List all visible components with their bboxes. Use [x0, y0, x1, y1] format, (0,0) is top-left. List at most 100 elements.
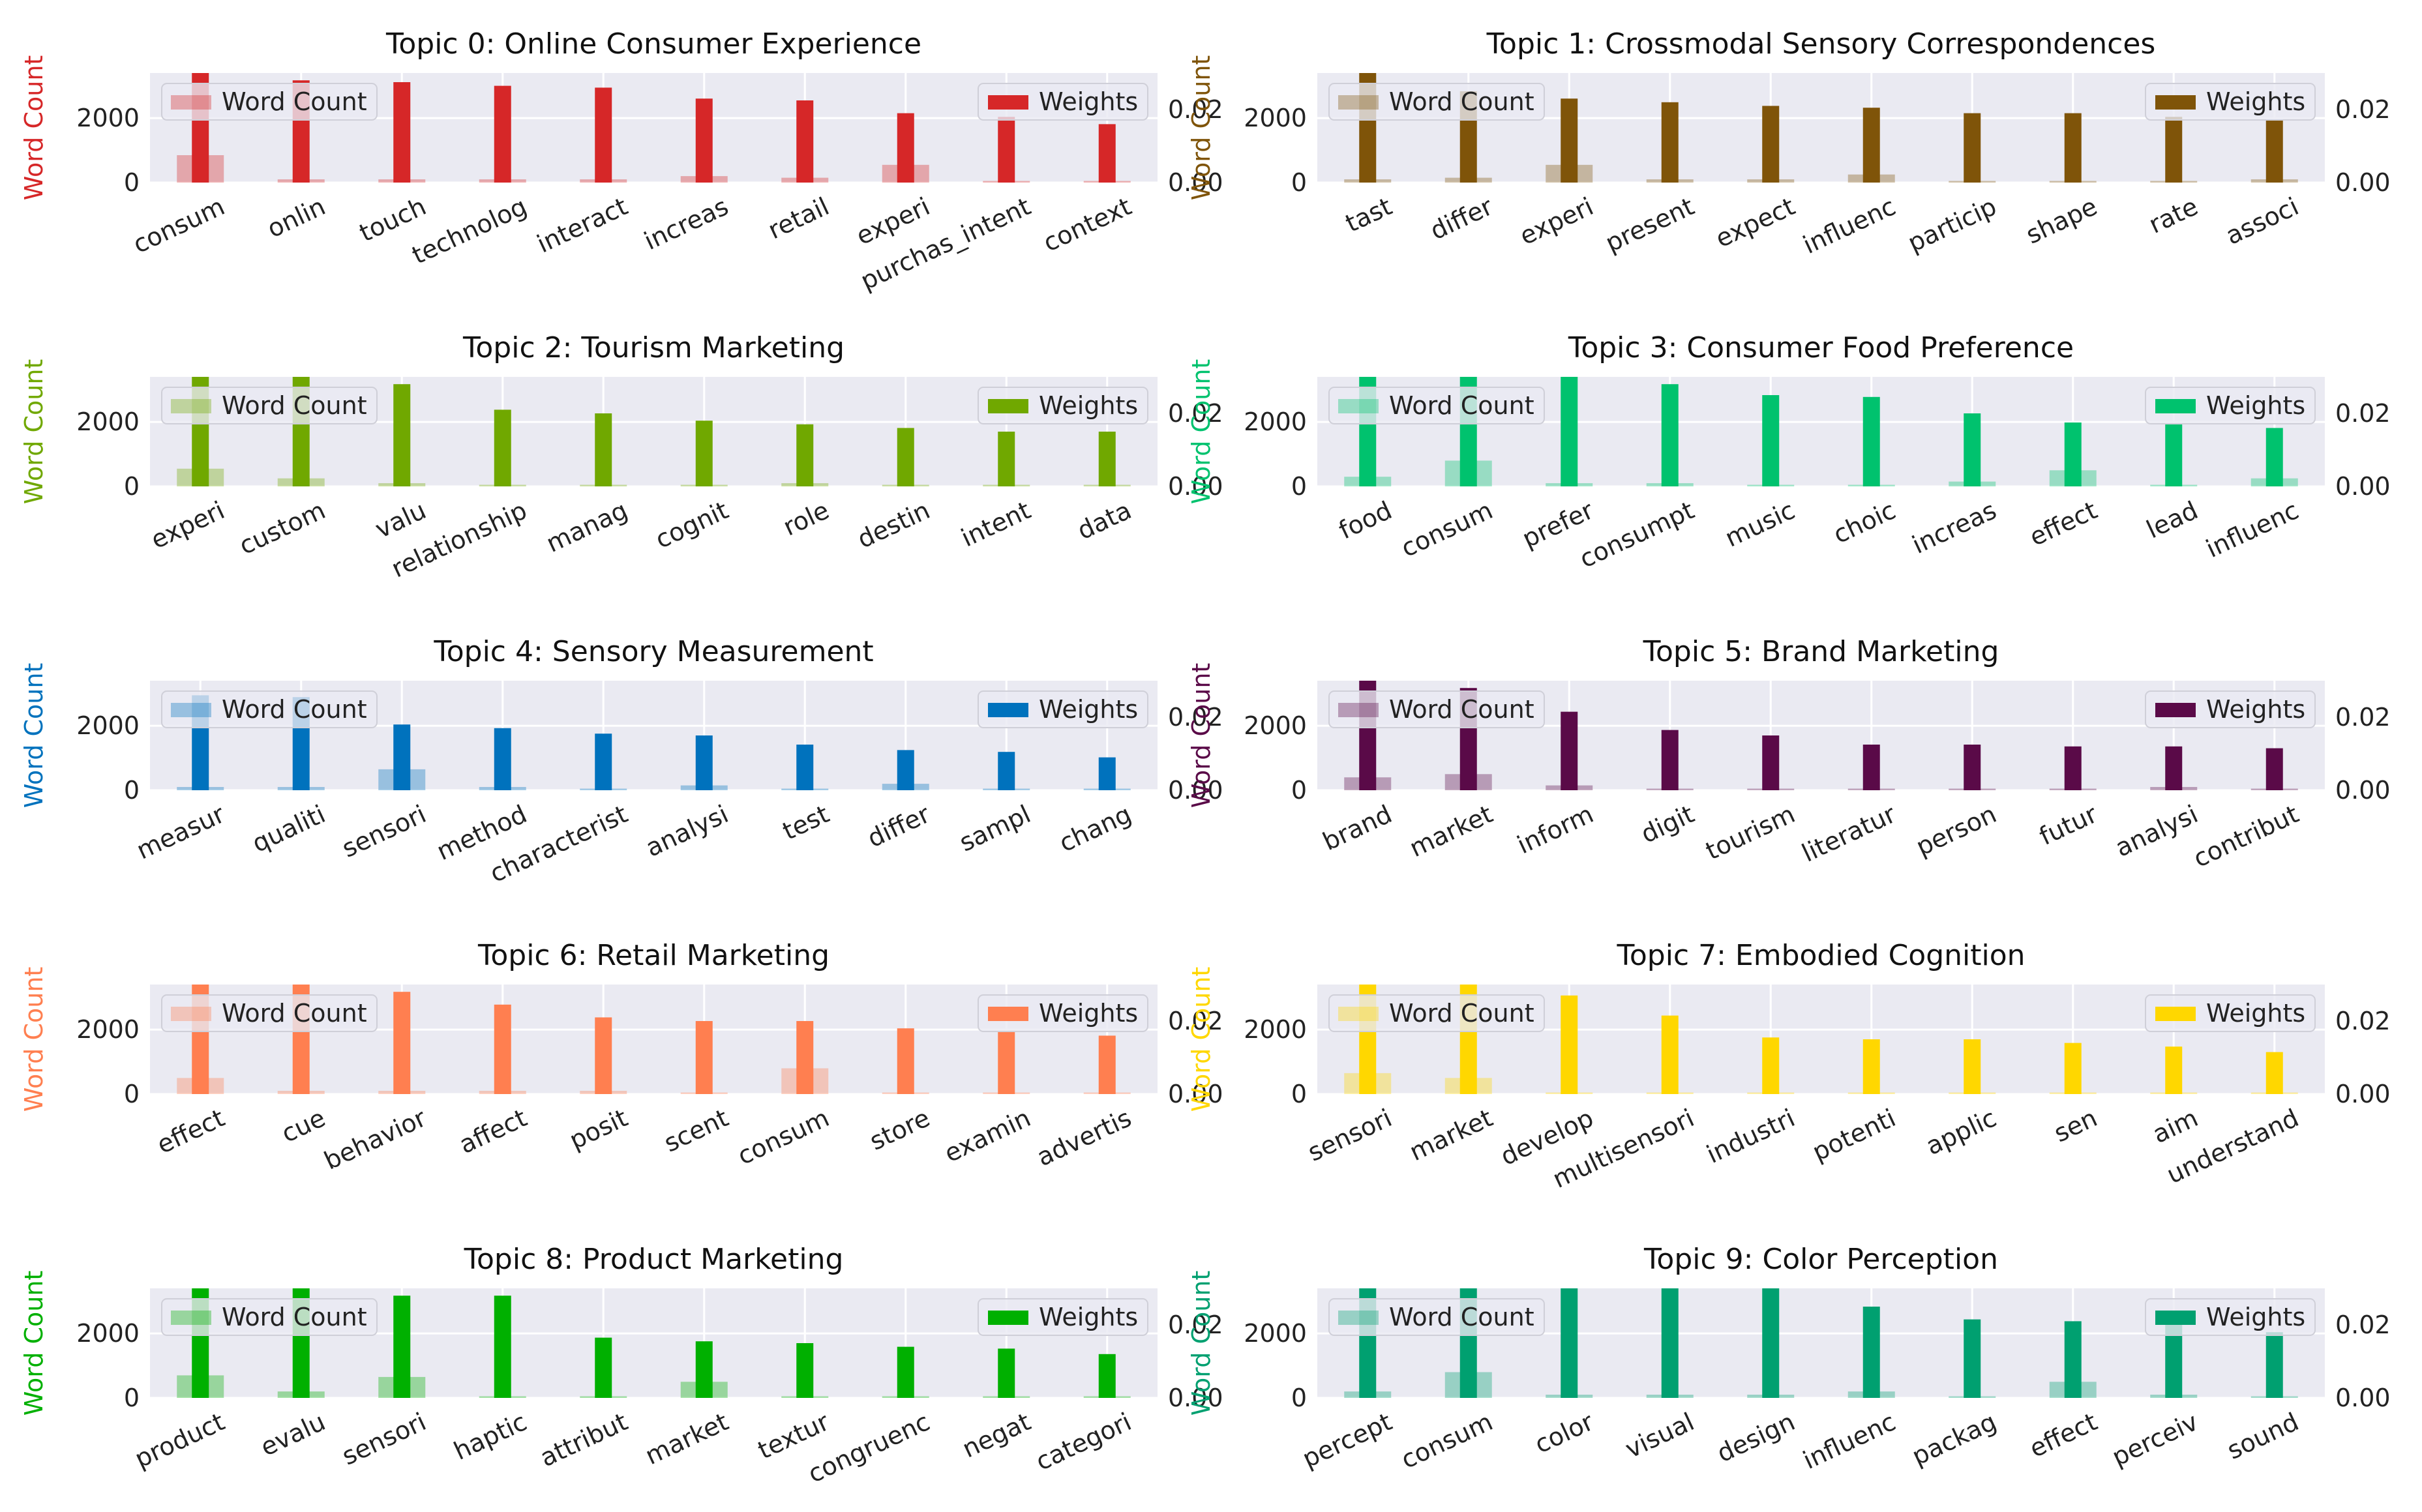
- legend-swatch: [171, 399, 211, 413]
- weight-bar: [998, 1031, 1015, 1094]
- x-tick-label: particip: [1904, 192, 2001, 258]
- weight-bar: [1661, 730, 1679, 790]
- weight-bar: [595, 1337, 612, 1398]
- left-axis-label: Word Count: [1187, 967, 1216, 1112]
- x-tick-label: market: [641, 1407, 733, 1470]
- legend-swatch: [1338, 95, 1379, 110]
- legend-label: Weights: [1039, 999, 1138, 1028]
- right-tick-label: 0.00: [2335, 776, 2391, 805]
- legend-word-count: Word Count: [1328, 994, 1545, 1032]
- left-tick-label: 0: [1291, 472, 1307, 501]
- x-tick-label: potenti: [1808, 1103, 1900, 1166]
- legend-box: [978, 83, 1148, 121]
- x-tick-label: futur: [2035, 799, 2102, 851]
- x-tick-label: custom: [235, 496, 329, 560]
- x-tick-label: context: [1039, 192, 1135, 257]
- x-tick-label: visual: [1621, 1407, 1699, 1464]
- legend-weights: Weights: [978, 690, 1148, 728]
- left-axis-label: Word Count: [20, 359, 48, 505]
- weight-bar: [897, 1028, 914, 1094]
- right-tick-label: 0.02: [2335, 399, 2391, 428]
- weight-bar: [1862, 1039, 1880, 1094]
- weight-bar: [796, 1343, 814, 1398]
- weight-bar: [998, 117, 1015, 183]
- legend-label: Word Count: [1389, 1303, 1534, 1331]
- left-tick-label: 0: [1291, 776, 1307, 805]
- legend-box: [161, 994, 378, 1032]
- x-tick-label: technolog: [408, 192, 531, 270]
- x-tick-label: posit: [565, 1103, 633, 1155]
- right-tick-label: 0.00: [2335, 1080, 2391, 1108]
- x-tick-label: aim: [2148, 1103, 2202, 1149]
- x-tick-label: color: [1531, 1407, 1598, 1459]
- x-tick-label: present: [1601, 192, 1699, 258]
- x-tick-label: lead: [2142, 496, 2202, 544]
- x-tick-label: associ: [2221, 192, 2303, 250]
- legend-word-count: Word Count: [161, 83, 378, 121]
- left-tick-label: 2000: [76, 1015, 140, 1044]
- x-tick-label: influenc: [1799, 1407, 1900, 1475]
- legend-label: Weights: [1039, 391, 1138, 420]
- chart-title: Topic 2: Tourism Marketing: [462, 331, 845, 364]
- x-tick-label: influenc: [2202, 496, 2303, 563]
- topic-chart-6: Topic 6: Retail Marketing Word Count 0 2000…: [20, 939, 1223, 1176]
- x-tick-label: role: [779, 496, 833, 541]
- x-tick-label: increas: [1907, 496, 2001, 559]
- chart-title: Topic 0: Online Consumer Experience: [385, 27, 921, 61]
- left-tick-label: 2000: [1244, 1015, 1307, 1044]
- weight-bar: [695, 1021, 713, 1094]
- x-tick-label: percept: [1298, 1407, 1397, 1473]
- x-tick-label: consum: [733, 1103, 833, 1170]
- legend-weights: Weights: [978, 1298, 1148, 1336]
- x-tick-label: chang: [1054, 799, 1135, 857]
- legend-label: Word Count: [222, 695, 367, 724]
- left-axis-label: Word Count: [1187, 1271, 1216, 1416]
- topic-chart-0: Topic 0: Online Consumer Experience Word …: [20, 27, 1223, 295]
- x-tick-label: sensori: [338, 1407, 430, 1471]
- weight-bar: [2064, 1321, 2082, 1398]
- x-tick-label: examin: [940, 1103, 1035, 1168]
- right-tick-label: 0.02: [2335, 1007, 2391, 1035]
- x-tick-label: consum: [128, 192, 229, 259]
- left-tick-label: 2000: [76, 1319, 140, 1348]
- legend-label: Weights: [2206, 1303, 2305, 1331]
- weight-bar: [1661, 1015, 1679, 1094]
- legend-swatch: [2155, 1311, 2196, 1325]
- right-tick-label: 0.00: [1168, 776, 1223, 805]
- legend-label: Weights: [2206, 87, 2305, 116]
- weight-bar: [1762, 735, 1780, 790]
- legend-swatch: [2155, 1007, 2196, 1021]
- left-tick-label: 2000: [1244, 1319, 1307, 1348]
- left-tick-label: 2000: [1244, 711, 1307, 740]
- left-tick-label: 2000: [76, 711, 140, 740]
- x-tick-label: measur: [132, 799, 230, 865]
- legend-label: Word Count: [1389, 999, 1534, 1028]
- weight-bar: [1862, 396, 1880, 486]
- legend-box: [978, 1298, 1148, 1336]
- weight-bar: [998, 1348, 1015, 1398]
- weight-bar: [897, 113, 914, 183]
- legend-label: Weights: [1039, 1303, 1138, 1331]
- legend-box: [978, 994, 1148, 1032]
- legend-word-count: Word Count: [1328, 1298, 1545, 1336]
- x-tick-label: influenc: [1799, 192, 1900, 259]
- legend-label: Weights: [2206, 999, 2305, 1028]
- legend-swatch: [171, 95, 211, 110]
- legend-swatch: [988, 1007, 1028, 1021]
- x-tick-label: person: [1911, 799, 2001, 861]
- left-tick-label: 0: [124, 472, 140, 501]
- x-tick-label: cue: [277, 1103, 330, 1148]
- weight-bar: [494, 728, 511, 790]
- weight-bar: [1762, 1288, 1780, 1398]
- weight-bar: [2165, 1046, 2183, 1094]
- weight-bar: [1561, 711, 1578, 790]
- weight-bar: [1098, 1354, 1116, 1398]
- x-tick-label: experi: [147, 496, 229, 554]
- weight-bar: [998, 432, 1015, 486]
- left-tick-label: 0: [124, 776, 140, 805]
- weight-bar: [393, 82, 411, 183]
- x-tick-label: contribut: [2189, 799, 2303, 873]
- weight-bar: [2064, 1043, 2082, 1094]
- left-tick-label: 0: [1291, 1080, 1307, 1108]
- topic-chart-1: Topic 1: Crossmodal Sensory Corresponden…: [1187, 27, 2391, 259]
